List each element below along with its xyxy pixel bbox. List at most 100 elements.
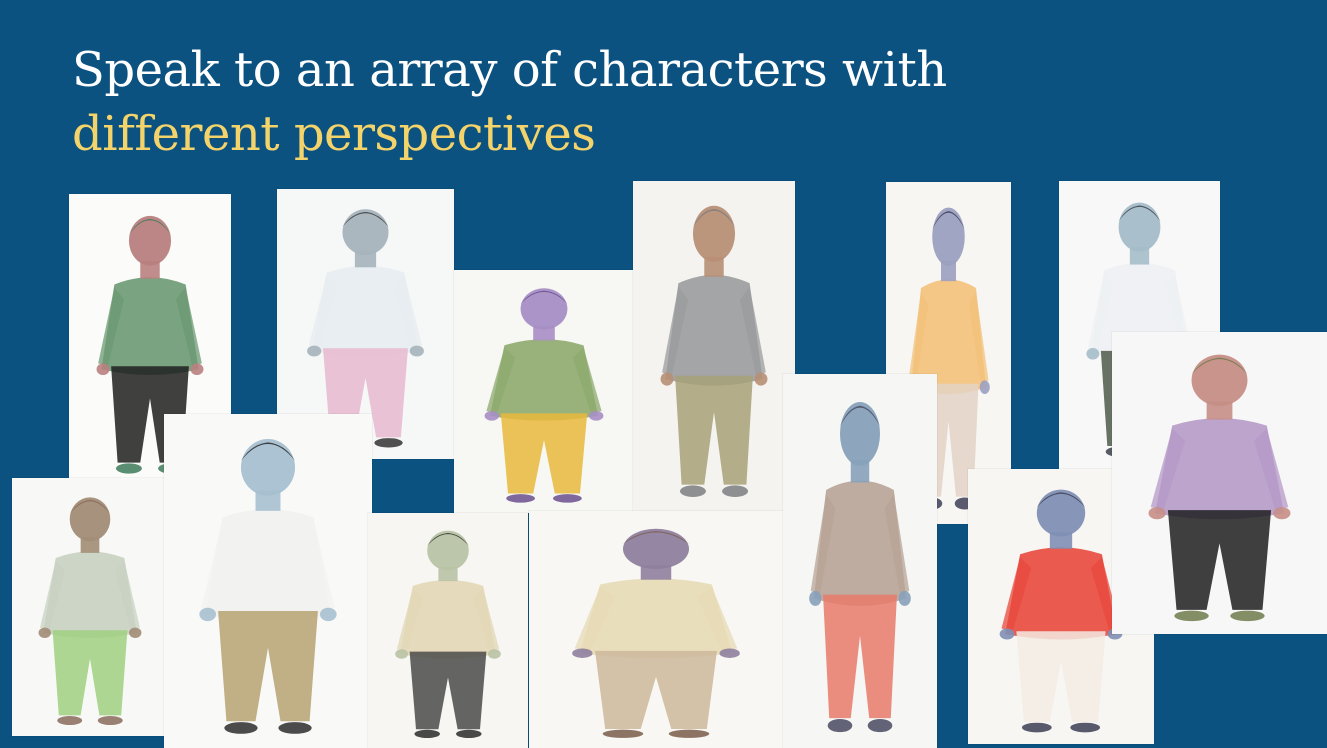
figure-top — [1005, 547, 1117, 640]
figure-right-arm — [739, 286, 766, 376]
figure-hair — [342, 211, 389, 227]
figure-bottom — [1167, 510, 1272, 610]
figure-right-arm — [393, 275, 423, 349]
figure-right-foot — [867, 719, 893, 733]
figure-right-foot — [553, 494, 582, 503]
figure-right-arm — [114, 560, 140, 631]
illustration-woman-red-wrap-skirt — [783, 374, 937, 748]
illustration-woman-with-cart — [1112, 332, 1327, 634]
illustration-farmer-in-rice-field — [12, 478, 168, 736]
figure-right-arm — [175, 287, 202, 367]
figure-left-arm — [486, 347, 516, 414]
figure-bottom — [675, 375, 753, 485]
title-line-accent: different perspectives — [72, 106, 596, 162]
figure-top — [813, 480, 907, 606]
figure-bottom — [500, 413, 588, 494]
illustration-old-man-reading-newspaper — [529, 511, 783, 748]
figure-left-arm — [1087, 273, 1114, 351]
figure-right-arm — [473, 588, 500, 652]
figure-head — [1036, 489, 1086, 537]
figure-hair — [427, 532, 469, 546]
figure-left-foot — [115, 463, 142, 474]
figure-right-hand — [898, 590, 911, 606]
figure-head — [342, 209, 389, 256]
figure-hair — [69, 499, 111, 515]
figure-left-foot — [414, 729, 440, 739]
figure-left-arm — [396, 588, 423, 652]
figure-left-arm — [98, 287, 125, 367]
figure-bottom — [595, 650, 717, 730]
figure-top — [43, 551, 137, 638]
figure-hair — [622, 531, 690, 545]
figure-left-foot — [679, 485, 706, 497]
figure-left-arm — [574, 586, 616, 651]
figure-left-hand — [199, 607, 216, 622]
figure-right-hand — [754, 372, 768, 386]
figure-hair — [1118, 205, 1161, 222]
figure-left-hand — [1086, 348, 1100, 360]
figure-neck — [255, 490, 281, 511]
figure-neck — [354, 251, 377, 268]
figure-top — [101, 277, 199, 376]
figure-neck — [850, 460, 870, 483]
figure-top — [911, 279, 986, 395]
illustration-doctor-with-stethoscope — [277, 189, 454, 459]
figure-top — [312, 265, 419, 357]
figure-neck — [941, 260, 956, 282]
figure-left-hand — [660, 372, 674, 386]
figure-top — [205, 509, 331, 622]
figure-left-foot — [57, 716, 83, 726]
illustration-man-green-jacket-smoking — [454, 270, 634, 513]
figure-head — [839, 402, 881, 466]
figure-head — [240, 439, 296, 496]
figure-left-arm — [662, 286, 689, 376]
figure-right-arm — [884, 493, 910, 595]
figure-right-foot — [278, 722, 312, 734]
figure-right-foot — [456, 729, 482, 739]
figure-head — [520, 288, 568, 330]
figure-left-hand — [96, 363, 110, 376]
figure-right-hand — [320, 607, 337, 622]
illustration-two-young-people — [164, 414, 372, 748]
figure-right-foot — [668, 729, 710, 738]
figure-right-hand — [719, 648, 740, 658]
figure-hair — [520, 290, 568, 305]
figure-neck — [533, 325, 555, 341]
figure-right-arm — [696, 586, 738, 651]
figure-neck — [438, 567, 458, 582]
figure-right-foot — [722, 485, 749, 497]
figure-right-hand — [589, 410, 604, 421]
figure-right-arm — [968, 291, 989, 384]
figure-bottom — [218, 611, 318, 722]
figure-hair — [932, 211, 965, 230]
figure-right-hand — [409, 345, 424, 357]
figure-neck — [140, 261, 160, 279]
figure-hair — [839, 405, 881, 427]
figure-left-foot — [1021, 722, 1052, 733]
illustration-woman-office-chair — [368, 513, 528, 748]
figure-neck — [1206, 401, 1233, 420]
figure-hair — [1191, 357, 1248, 375]
figure-top — [400, 579, 496, 659]
figure-hair — [1036, 492, 1086, 508]
figure-left-foot — [224, 722, 258, 734]
illustration-young-man-grey-hoodie — [633, 181, 795, 511]
slide-title: Speak to an array of characters with dif… — [72, 38, 947, 166]
figure-right-foot — [97, 716, 123, 726]
figure-left-arm — [40, 560, 66, 631]
figure-left-hand — [999, 628, 1015, 640]
figure-bottom — [52, 630, 128, 716]
figure-top — [1155, 418, 1284, 520]
figure-left-hand — [38, 627, 51, 638]
figure-left-arm — [1150, 428, 1186, 511]
figure-head — [1191, 354, 1248, 406]
figure-head — [692, 205, 736, 262]
figure-left-hand — [395, 649, 408, 659]
figure-right-foot — [1070, 722, 1101, 733]
figure-neck — [704, 256, 724, 277]
figure-neck — [1049, 532, 1073, 549]
figure-neck — [1129, 247, 1150, 265]
figure-hair — [128, 218, 172, 235]
figure-neck — [640, 565, 672, 580]
figure-right-arm — [1165, 273, 1192, 351]
